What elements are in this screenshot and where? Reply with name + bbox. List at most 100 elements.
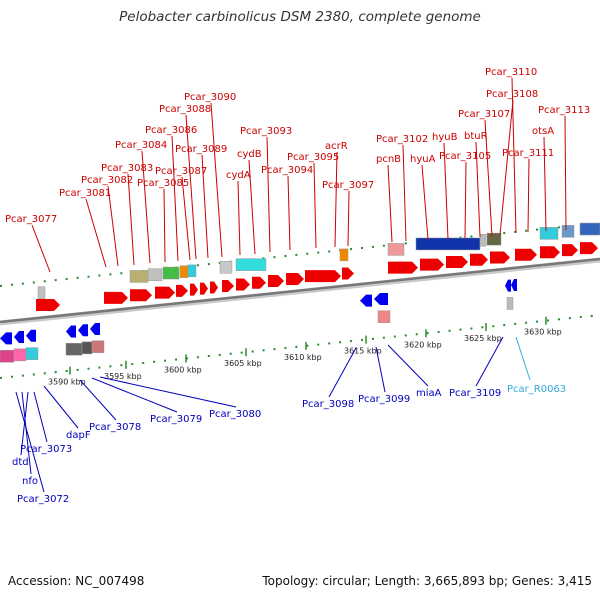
forward-gene bbox=[104, 291, 128, 304]
feature-box bbox=[179, 265, 189, 278]
leader-line bbox=[387, 344, 429, 387]
leader-line bbox=[248, 159, 256, 255]
forward-gene bbox=[490, 251, 510, 264]
feature-box bbox=[129, 270, 149, 283]
gene-label: miaA bbox=[416, 388, 442, 399]
scale-tick-label: 3610 kbp bbox=[284, 353, 322, 362]
leader-line bbox=[171, 135, 179, 262]
feature-box bbox=[387, 243, 405, 256]
gene-label: acrR bbox=[325, 141, 348, 152]
gene-label: btuR bbox=[464, 131, 488, 142]
feature-box bbox=[81, 341, 93, 355]
gene-label: Pcar_3093 bbox=[240, 126, 292, 137]
forward-gene bbox=[580, 242, 598, 255]
feature-box bbox=[539, 227, 559, 240]
gene-label: cydB bbox=[237, 149, 262, 160]
reverse-gene bbox=[90, 323, 100, 336]
forward-gene bbox=[470, 253, 488, 266]
forward-gene bbox=[562, 244, 578, 257]
gene-label: otsA bbox=[532, 126, 554, 137]
gene-label: Pcar_3113 bbox=[538, 105, 590, 116]
gene-label: Pcar_3072 bbox=[17, 494, 69, 505]
leader-line bbox=[99, 376, 237, 408]
scale-tick-label: 3615 kbp bbox=[344, 347, 382, 356]
leader-line bbox=[79, 379, 117, 421]
forward-gene bbox=[286, 273, 304, 286]
map-title: Pelobacter carbinolicus DSM 2380, comple… bbox=[119, 9, 481, 25]
leader-line bbox=[266, 136, 271, 253]
feature-box bbox=[187, 264, 197, 278]
leader-line bbox=[313, 162, 317, 249]
leader-line bbox=[287, 175, 291, 251]
forward-gene bbox=[268, 275, 284, 288]
leader-line bbox=[91, 377, 178, 413]
scale-tick-label: 3620 kbp bbox=[404, 340, 442, 349]
gene-label: Pcar_3097 bbox=[322, 180, 374, 191]
leader-line bbox=[15, 391, 45, 493]
leader-line bbox=[163, 188, 166, 263]
forward-gene bbox=[190, 283, 198, 296]
feature-box bbox=[339, 248, 349, 262]
leader-line bbox=[107, 185, 119, 267]
feature-box bbox=[479, 234, 487, 247]
gene-label: Pcar_3098 bbox=[302, 399, 354, 410]
leader-line bbox=[141, 150, 151, 264]
scale-tick-label: 3590 kbp bbox=[48, 378, 86, 387]
topology-text: Topology: circular; Length: 3,665,893 bp… bbox=[262, 574, 592, 588]
reverse-gene bbox=[78, 324, 88, 337]
feature-box bbox=[561, 225, 575, 238]
gene-label: Pcar_3095 bbox=[287, 152, 339, 163]
track-guides bbox=[0, 222, 600, 379]
scale-tick-label: 3630 kbp bbox=[524, 328, 562, 337]
gene-label: hyuA bbox=[410, 154, 436, 165]
reverse-gene bbox=[66, 325, 76, 338]
gene-labels: Pcar_3077Pcar_3081Pcar_3082Pcar_3083Pcar… bbox=[5, 67, 590, 505]
gene-label: Pcar_3109 bbox=[449, 388, 501, 399]
accession-text: Accession: NC_007498 bbox=[8, 574, 145, 588]
feature-box bbox=[162, 266, 180, 280]
gene-label: Pcar_3083 bbox=[101, 163, 153, 174]
leader-line bbox=[20, 391, 29, 456]
feature-box bbox=[13, 348, 27, 362]
guide-row-bottom bbox=[0, 314, 600, 379]
gene-label: Pcar_3081 bbox=[59, 188, 111, 199]
gene-label: Pcar_3102 bbox=[376, 134, 428, 145]
forward-gene bbox=[222, 280, 234, 293]
gene-label: Pcar_3088 bbox=[159, 104, 211, 115]
gene-label: Pcar_3073 bbox=[20, 444, 72, 455]
leader-line bbox=[375, 346, 386, 393]
gene-label: Pcar_3089 bbox=[175, 144, 227, 155]
leader-line bbox=[527, 158, 530, 233]
gene-label: Pcar_3086 bbox=[145, 125, 197, 136]
leader-line bbox=[21, 391, 32, 475]
leader-line bbox=[387, 164, 393, 243]
leader-line bbox=[334, 151, 338, 248]
feature-box bbox=[0, 350, 15, 363]
reverse-gene bbox=[374, 292, 388, 305]
leader-line bbox=[443, 142, 449, 240]
leader-line bbox=[185, 114, 197, 260]
forward-gene bbox=[446, 256, 468, 269]
forward-gene bbox=[155, 286, 175, 299]
leader-line bbox=[43, 385, 79, 429]
forward-gene bbox=[210, 281, 218, 294]
leader-line bbox=[201, 154, 209, 259]
feature-box bbox=[25, 347, 39, 360]
reverse-gene bbox=[0, 332, 12, 345]
gene-label: Pcar_3110 bbox=[485, 67, 537, 78]
feature-box bbox=[147, 268, 163, 281]
gene-label: Pcar_3107 bbox=[458, 109, 510, 120]
gene-label: pcnB bbox=[376, 154, 401, 165]
feature-box bbox=[65, 342, 83, 356]
gene-label: Pcar_3085 bbox=[137, 178, 189, 189]
gene-label: Pcar_3090 bbox=[184, 92, 236, 103]
reverse-gene bbox=[505, 279, 511, 292]
forward-gene bbox=[36, 298, 60, 311]
leader-line bbox=[564, 115, 567, 231]
forward-gene bbox=[388, 261, 418, 274]
gene-label: dapF bbox=[66, 430, 91, 441]
gene-label: dtd bbox=[12, 457, 29, 468]
forward-gene bbox=[130, 289, 152, 302]
leader-line bbox=[181, 176, 191, 261]
